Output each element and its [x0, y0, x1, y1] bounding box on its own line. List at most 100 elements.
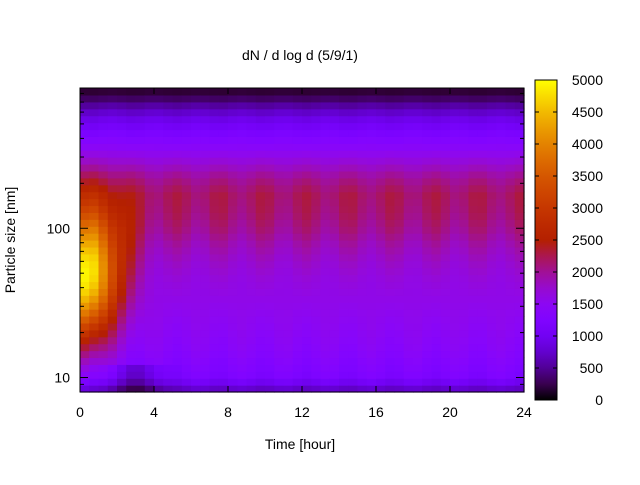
- x-tick-label: 4: [150, 404, 158, 420]
- heatmap-cell: [431, 385, 442, 393]
- heatmap-cell: [413, 336, 423, 345]
- heatmap-cell: [459, 329, 470, 338]
- heatmap-cell: [228, 336, 238, 345]
- heatmap-cell: [274, 385, 285, 393]
- heatmap-cell: [487, 288, 497, 296]
- heatmap-cell: [302, 177, 312, 186]
- heatmap-cell: [237, 260, 248, 269]
- heatmap-cell: [191, 129, 201, 137]
- heatmap-cell: [209, 150, 220, 158]
- heatmap-cell: [357, 198, 368, 207]
- heatmap-cell: [144, 274, 155, 283]
- heatmap-cell: [172, 309, 183, 317]
- heatmap-cell: [302, 226, 312, 234]
- heatmap-cell: [385, 281, 396, 289]
- heatmap-cell: [450, 329, 460, 338]
- heatmap-cell: [89, 164, 100, 172]
- heatmap-cell: [237, 164, 248, 172]
- heatmap-cell: [468, 240, 479, 248]
- heatmap-cell: [403, 316, 414, 324]
- heatmap-cell: [89, 226, 100, 234]
- heatmap-cell: [117, 136, 127, 144]
- heatmap-cell: [366, 157, 377, 165]
- heatmap-cell: [459, 302, 470, 310]
- heatmap-cell: [413, 357, 423, 365]
- heatmap-cell: [181, 385, 192, 393]
- heatmap-cell: [394, 164, 405, 172]
- heatmap-cell: [228, 184, 238, 193]
- y-axis-label: Particle size [nm]: [2, 187, 18, 294]
- heatmap-cell: [357, 233, 368, 241]
- heatmap-cell: [320, 150, 331, 158]
- heatmap-cell: [117, 88, 127, 96]
- heatmap-cell: [135, 329, 146, 338]
- heatmap-cell: [80, 371, 90, 379]
- heatmap-cell: [403, 205, 414, 213]
- heatmap-cell: [311, 115, 322, 124]
- heatmap-cell: [154, 136, 164, 144]
- heatmap-cell: [228, 267, 238, 276]
- heatmap-cell: [107, 378, 118, 386]
- heatmap-cell: [135, 136, 146, 144]
- heatmap-cell: [181, 219, 192, 227]
- heatmap-cell: [126, 302, 137, 310]
- colorbar-tick-label: 4000: [572, 136, 603, 152]
- heatmap-cell: [246, 246, 257, 255]
- heatmap-cell: [339, 288, 349, 296]
- heatmap-cell: [302, 329, 312, 338]
- heatmap-cell: [246, 302, 257, 310]
- heatmap-cell: [422, 295, 433, 303]
- heatmap-cell: [237, 343, 248, 352]
- heatmap-cell: [154, 115, 164, 124]
- heatmap-cell: [237, 191, 248, 200]
- heatmap-cell: [135, 343, 146, 352]
- heatmap-cell: [80, 329, 90, 338]
- heatmap-cell: [117, 143, 127, 151]
- heatmap-cell: [348, 184, 359, 193]
- heatmap-cell: [89, 108, 100, 117]
- heatmap-cell: [468, 143, 479, 151]
- heatmap-cell: [209, 253, 220, 262]
- heatmap-cell: [357, 350, 368, 359]
- heatmap-cell: [274, 177, 285, 186]
- heatmap-cell: [218, 295, 229, 303]
- heatmap-cell: [320, 246, 331, 255]
- heatmap-cell: [181, 329, 192, 338]
- heatmap-cell: [385, 246, 396, 255]
- heatmap-cell: [191, 322, 201, 331]
- heatmap-cell: [431, 101, 442, 110]
- heatmap-cell: [422, 364, 433, 372]
- heatmap-cell: [200, 322, 211, 331]
- heatmap-cell: [422, 198, 433, 207]
- heatmap-cell: [274, 122, 285, 131]
- heatmap-cell: [431, 316, 442, 324]
- heatmap-cell: [366, 129, 377, 137]
- heatmap-cell: [191, 350, 201, 359]
- heatmap-cell: [237, 378, 248, 386]
- heatmap-cell: [403, 364, 414, 372]
- heatmap-cell: [191, 184, 201, 193]
- heatmap-cell: [191, 94, 201, 103]
- heatmap-cell: [181, 302, 192, 310]
- heatmap-cell: [237, 371, 248, 379]
- heatmap-cell: [385, 302, 396, 310]
- heatmap-cell: [283, 212, 294, 220]
- heatmap-cell: [163, 122, 174, 131]
- heatmap-cell: [89, 295, 100, 303]
- heatmap-cell: [496, 343, 507, 352]
- heatmap-cell: [459, 219, 470, 227]
- heatmap-cell: [144, 288, 155, 296]
- colorbar-tick-label: 1000: [572, 328, 603, 344]
- heatmap-cell: [311, 101, 322, 110]
- heatmap-cell: [283, 281, 294, 289]
- heatmap-cell: [311, 177, 322, 186]
- heatmap-cell: [80, 246, 90, 255]
- heatmap-cell: [302, 129, 312, 137]
- heatmap-cell: [459, 233, 470, 241]
- heatmap-cell: [366, 288, 377, 296]
- heatmap-cell: [468, 260, 479, 269]
- heatmap-cell: [292, 336, 303, 345]
- heatmap-cell: [468, 150, 479, 158]
- heatmap-cell: [292, 343, 303, 352]
